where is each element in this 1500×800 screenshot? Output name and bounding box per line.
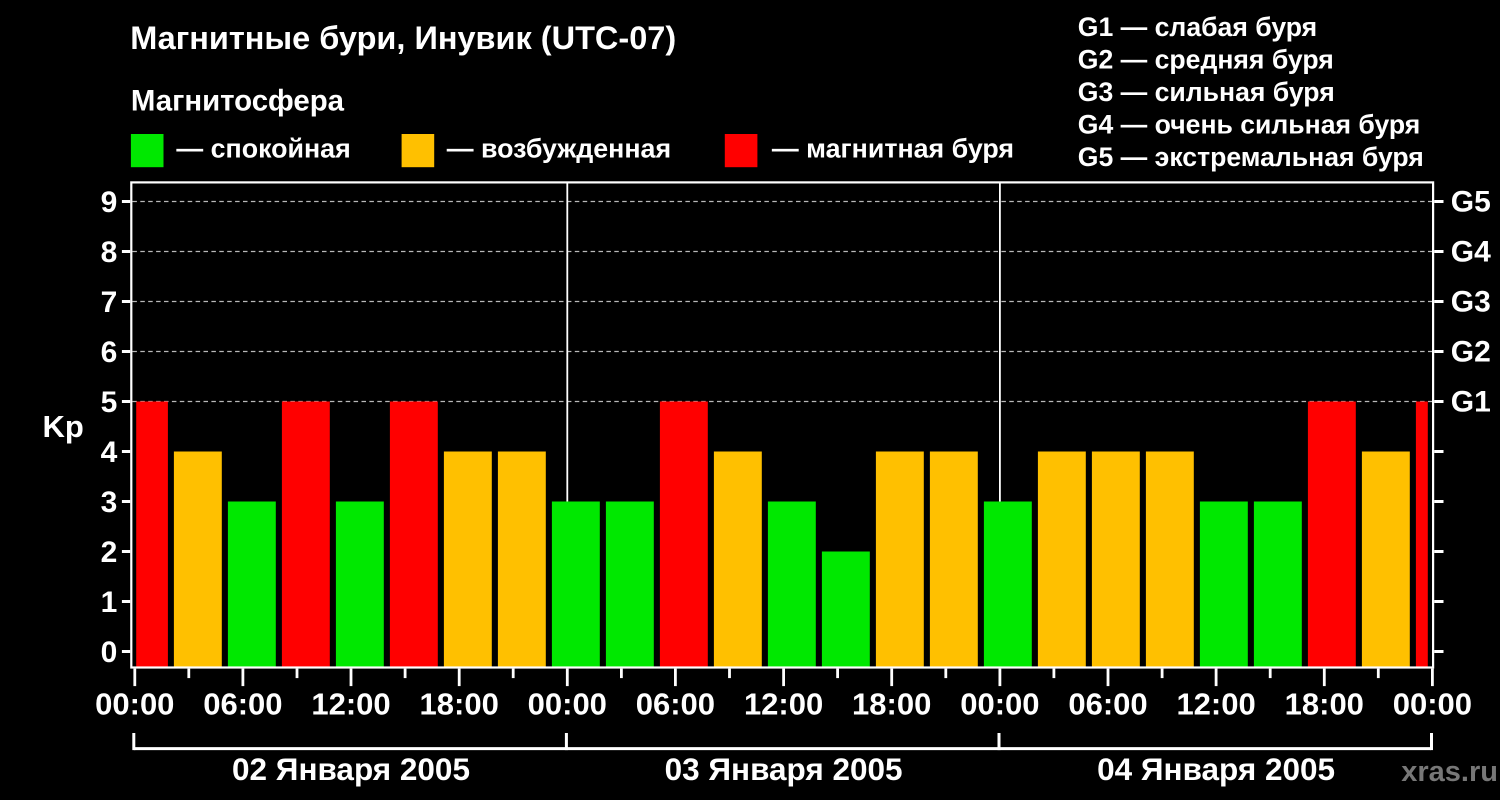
svg-text:6: 6 (101, 336, 118, 369)
svg-text:8: 8 (101, 236, 118, 269)
svg-text:G5: G5 (1451, 186, 1491, 219)
svg-text:Kp: Kp (43, 409, 84, 444)
svg-text:12:00: 12:00 (1176, 687, 1255, 722)
svg-text:— магнитная буря: — магнитная буря (772, 134, 1014, 164)
svg-text:G1 — слабая буря: G1 — слабая буря (1078, 12, 1317, 42)
svg-text:04 Января 2005: 04 Января 2005 (1097, 751, 1335, 787)
svg-text:06:00: 06:00 (636, 687, 715, 722)
svg-text:3: 3 (101, 486, 118, 519)
svg-text:Магнитные бури, Инувик (UTC-07: Магнитные бури, Инувик (UTC-07) (130, 20, 676, 56)
svg-text:4: 4 (101, 436, 118, 469)
svg-text:00:00: 00:00 (960, 687, 1039, 722)
svg-text:00:00: 00:00 (1393, 687, 1472, 722)
svg-text:2: 2 (101, 536, 118, 569)
svg-text:1: 1 (101, 586, 118, 619)
svg-text:06:00: 06:00 (1068, 687, 1147, 722)
svg-text:Магнитосфера: Магнитосфера (131, 85, 345, 118)
svg-text:— возбужденная: — возбужденная (447, 134, 671, 164)
svg-text:18:00: 18:00 (852, 687, 931, 722)
svg-text:9: 9 (101, 186, 118, 219)
svg-text:5: 5 (101, 386, 118, 419)
svg-text:G3 — сильная буря: G3 — сильная буря (1078, 77, 1335, 107)
svg-text:06:00: 06:00 (203, 687, 282, 722)
svg-text:00:00: 00:00 (95, 687, 174, 722)
svg-text:0: 0 (101, 636, 118, 669)
svg-text:00:00: 00:00 (528, 687, 607, 722)
svg-text:G4 — очень сильная буря: G4 — очень сильная буря (1078, 110, 1421, 140)
svg-text:— спокойная: — спокойная (176, 134, 350, 164)
svg-text:G5 — экстремальная буря: G5 — экстремальная буря (1078, 142, 1424, 172)
svg-text:G1: G1 (1451, 386, 1491, 419)
svg-text:12:00: 12:00 (744, 687, 823, 722)
svg-text:02 Января 2005: 02 Января 2005 (232, 751, 470, 787)
svg-text:7: 7 (101, 286, 118, 319)
svg-text:12:00: 12:00 (311, 687, 390, 722)
svg-text:G2: G2 (1451, 336, 1491, 369)
svg-text:G2 — средняя буря: G2 — средняя буря (1078, 45, 1334, 75)
svg-text:G3: G3 (1451, 286, 1491, 319)
svg-text:18:00: 18:00 (1285, 687, 1364, 722)
svg-text:03 Января 2005: 03 Января 2005 (665, 751, 903, 787)
svg-text:G4: G4 (1451, 236, 1491, 269)
svg-text:xras.ru: xras.ru (1401, 756, 1498, 788)
svg-text:18:00: 18:00 (420, 687, 499, 722)
